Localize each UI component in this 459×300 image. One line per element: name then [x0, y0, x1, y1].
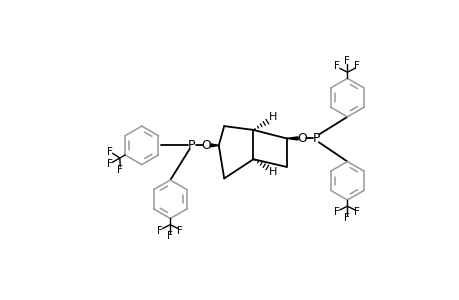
Text: P: P [188, 139, 195, 152]
Text: F: F [334, 207, 340, 217]
Text: F: F [334, 61, 340, 71]
Text: H: H [269, 112, 277, 122]
Text: F: F [344, 56, 350, 66]
Text: F: F [157, 226, 163, 236]
Text: P: P [312, 132, 319, 145]
Polygon shape [210, 144, 218, 147]
Text: F: F [354, 207, 359, 217]
Polygon shape [286, 137, 297, 140]
Text: F: F [177, 226, 183, 236]
Text: F: F [116, 165, 122, 175]
Text: F: F [344, 213, 350, 223]
Text: F: F [354, 61, 359, 71]
Text: O: O [297, 132, 306, 145]
Text: F: F [106, 148, 112, 158]
Text: F: F [167, 231, 173, 241]
Text: O: O [201, 139, 211, 152]
Text: F: F [106, 159, 112, 169]
Text: H: H [269, 167, 277, 177]
